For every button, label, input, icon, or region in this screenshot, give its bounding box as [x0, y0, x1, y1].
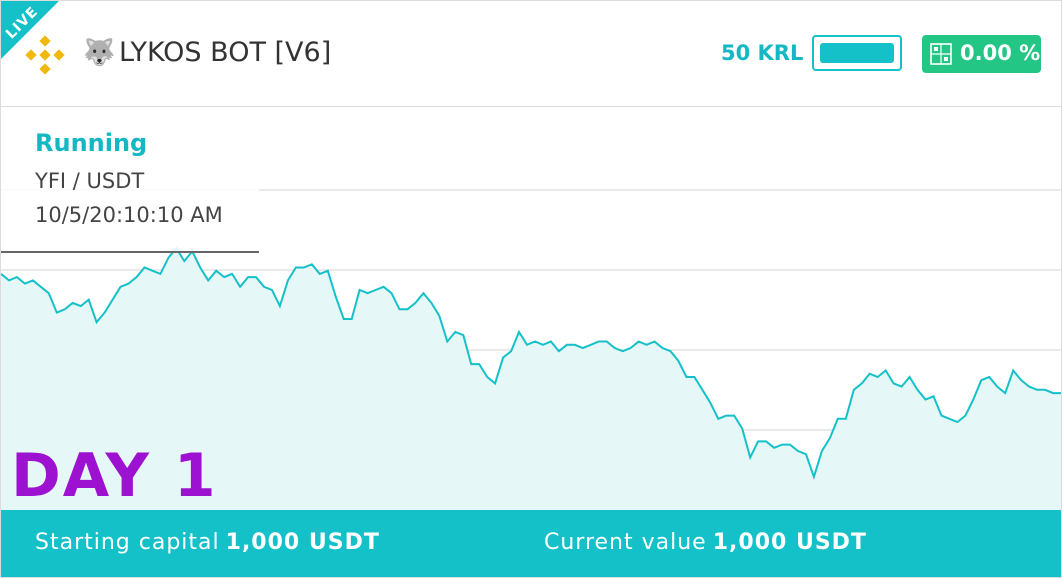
progress-fill — [820, 43, 894, 63]
current-value-label: Current value — [544, 530, 707, 555]
percent-change-value: 0.00 % — [960, 41, 1041, 65]
starting-capital-label: Starting capital — [35, 530, 220, 555]
live-ribbon — [1, 1, 59, 59]
info-panel: Running YFI / USDT 10/5/20:10:10 AM — [1, 111, 259, 253]
starting-capital-value: 1,000 USDT — [225, 530, 380, 555]
bot-status: Running — [35, 129, 148, 157]
percent-change-badge: 0.00 % — [922, 35, 1041, 73]
grid-icon — [930, 43, 952, 65]
bot-title: LYKOS BOT [V6] — [119, 37, 332, 68]
wolf-icon: 🐺 — [83, 38, 116, 68]
footer-bar: Starting capital 1,000 USDT Current value… — [1, 510, 1061, 577]
current-value-amount: 1,000 USDT — [712, 530, 867, 555]
starting-capital: Starting capital 1,000 USDT — [35, 530, 380, 555]
capital-amount: 50 KRL — [721, 41, 804, 65]
timestamp: 10/5/20:10:10 AM — [35, 203, 223, 227]
card-header: 🐺 LYKOS BOT [V6] 50 KRL 0.00 % — [1, 1, 1061, 107]
capital-progress-bar — [812, 35, 902, 71]
chart-area — [1, 248, 1061, 510]
day-label: DAY 1 — [11, 441, 218, 511]
current-value: Current value 1,000 USDT — [544, 530, 867, 555]
trading-pair: YFI / USDT — [35, 169, 145, 193]
